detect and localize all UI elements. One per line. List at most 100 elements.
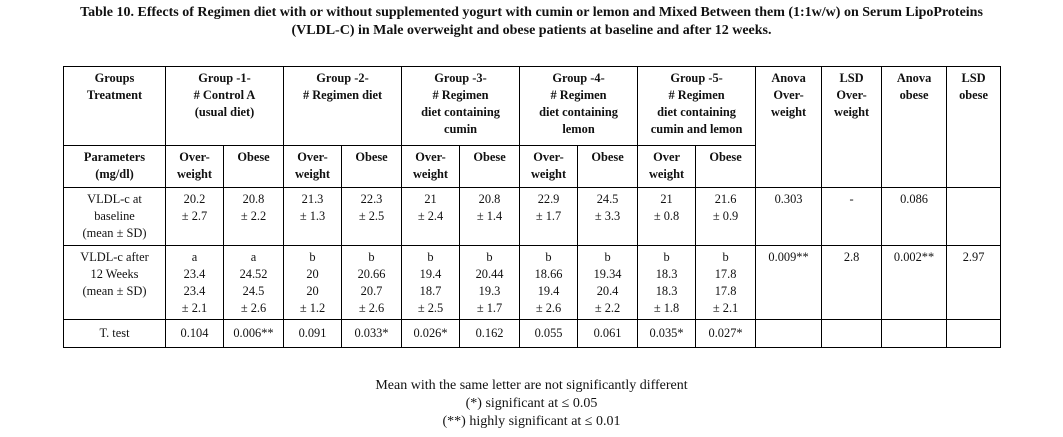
cell-line: b	[486, 250, 493, 264]
cell-line: 18.66	[534, 267, 563, 281]
cell-line: ± 1.7	[476, 301, 503, 315]
row-label-t-test: T. test	[63, 319, 166, 348]
lsd-overweight-cell: -	[821, 187, 883, 246]
cell-line: ± 2.7	[181, 209, 208, 223]
table-cell: 22.3 ± 2.5	[341, 187, 403, 246]
cell-line: Obese	[355, 150, 388, 164]
table-cell: a 23.4 23.4 ± 2.1	[165, 245, 224, 320]
cell-line: (mg/dl)	[95, 167, 134, 181]
table-cell: 0.061	[577, 319, 639, 348]
cell-line: 20.66	[357, 267, 386, 281]
cell-line: (mean ± SD)	[82, 226, 147, 240]
cell-line: Group -4-	[552, 71, 605, 85]
cell-line: Obese	[591, 150, 624, 164]
cell-line: ± 0.9	[712, 209, 739, 223]
table-cell: b 17.8 17.8 ± 2.1	[695, 245, 757, 320]
lsd-overweight-header: LSD Over-weight	[821, 66, 883, 188]
cell-line: Over-	[773, 88, 804, 102]
table-cell: 0.026*	[401, 319, 461, 348]
cell-line: # Regimen	[668, 88, 725, 102]
table-cell: b 19.4 18.7 ± 2.5	[401, 245, 461, 320]
data-table: Groups Treatment Group -1- # Control A (usu…	[63, 66, 1002, 348]
cell-line: a	[250, 250, 257, 264]
cell-line: 19.3	[478, 284, 501, 298]
cell-line: obese	[959, 88, 989, 102]
cell-line: 20.8	[478, 192, 501, 206]
cell-line: ± 2.6	[358, 301, 385, 315]
cell-line: Treatment	[86, 88, 143, 102]
anova-overweight-header: Anova Over-weight	[755, 66, 823, 188]
header-row-groups: Groups Treatment Group -1- # Control A (usu…	[63, 66, 1002, 188]
cell-line: LSD	[839, 71, 864, 85]
cell-line: 21.3	[301, 192, 324, 206]
table-cell: 21.6 ± 0.9	[695, 187, 757, 246]
table-cell: 21 ± 0.8	[637, 187, 697, 246]
cell-line: obese	[899, 88, 929, 102]
lsd-obese-cell	[946, 187, 1002, 246]
table-row-t-test: T. test 0.104 0.006** 0.091 0.033* 0.026…	[63, 319, 1002, 348]
sub-header-cell: Over weight	[637, 145, 697, 188]
anova-overweight-cell: 0.009**	[755, 245, 823, 320]
cell-line: weight	[176, 167, 213, 181]
footnote-highly-significant: (**) highly significant at ≤ 0.01	[442, 414, 621, 429]
cell-line: ± 2.5	[358, 209, 385, 223]
parameters-header: Parameters (mg/dl)	[63, 145, 166, 188]
cell-line: Group -5-	[670, 71, 723, 85]
row-label-baseline: VLDL-c at baseline (mean ± SD)	[63, 187, 166, 246]
cell-line: b	[427, 250, 434, 264]
cell-line: b	[722, 250, 729, 264]
cell-line: 20.7	[360, 284, 383, 298]
lsd-overweight-cell: 2.8	[821, 245, 883, 320]
cell-line: weight	[294, 167, 331, 181]
anova-obese-cell: 0.086	[881, 187, 948, 246]
cell-line: 21	[424, 192, 437, 206]
group-3-header: Group -3- # Regimen diet containing cumin	[401, 66, 521, 146]
group-2-header: Group -2- # Regimen diet	[283, 66, 403, 146]
cell-line: weight	[834, 105, 870, 119]
cell-line: 21.6	[714, 192, 737, 206]
cell-line: 19.4	[537, 284, 560, 298]
group-4-header: Group -4- # Regimen diet containing lemon	[519, 66, 639, 146]
cell-line: Obese	[237, 150, 270, 164]
footnote-significant: (*) significant at ≤ 0.05	[465, 396, 598, 411]
cell-line: ± 2.4	[417, 209, 444, 223]
table-cell: 20.8 ± 2.2	[222, 187, 285, 246]
cell-line: 17.8	[714, 267, 737, 281]
cell-line: 18.3	[655, 267, 678, 281]
cell-line: ± 0.8	[653, 209, 680, 223]
cell-line: diet containing	[657, 105, 736, 119]
table-cell: b 18.3 18.3 ± 1.8	[637, 245, 697, 320]
cell-line: cumin and lemon	[650, 122, 743, 136]
anova-obese-header: Anova obese	[881, 66, 948, 188]
cell-line: cumin	[444, 122, 478, 136]
cell-line: weight	[771, 105, 807, 119]
lsd-obese-cell	[946, 319, 1002, 348]
footnote-letters: Mean with the same letter are not signif…	[375, 378, 688, 393]
cell-line: 24.52	[239, 267, 268, 281]
cell-line: # Regimen	[550, 88, 607, 102]
cell-line: # Regimen	[432, 88, 489, 102]
header-row-params: Parameters (mg/dl) Over-weight Obese Over…	[63, 145, 1001, 188]
sub-header-cell: Obese	[341, 145, 403, 188]
cell-line: 23.4	[183, 284, 206, 298]
cell-line: VLDL-c after	[80, 250, 149, 264]
cell-line: b	[604, 250, 611, 264]
cell-line: # Control A	[193, 88, 256, 102]
sub-header-cell: Obese	[222, 145, 285, 188]
cell-line: (mean ± SD)	[82, 284, 147, 298]
row-label-after: VLDL-c after 12 Weeks (mean ± SD)	[63, 245, 166, 320]
cell-line: Obese	[709, 150, 742, 164]
cell-line: ± 2.1	[712, 301, 739, 315]
group-5-header: Group -5- # Regimen diet containing cumin a…	[637, 66, 757, 146]
caption-line-2: (VLDL-C) in Male overweight and obese pa…	[291, 23, 772, 38]
cell-line: LSD	[961, 71, 986, 85]
cell-line: Over-	[836, 88, 867, 102]
cell-line: Over-	[533, 150, 564, 164]
cell-line: Over-	[415, 150, 446, 164]
cell-line: 20.44	[475, 267, 504, 281]
cell-line: Anova	[771, 71, 806, 85]
cell-line: ± 1.4	[476, 209, 503, 223]
cell-line: a	[191, 250, 198, 264]
cell-line: ± 2.2	[594, 301, 621, 315]
cell-line: 12 Weeks	[90, 267, 139, 281]
